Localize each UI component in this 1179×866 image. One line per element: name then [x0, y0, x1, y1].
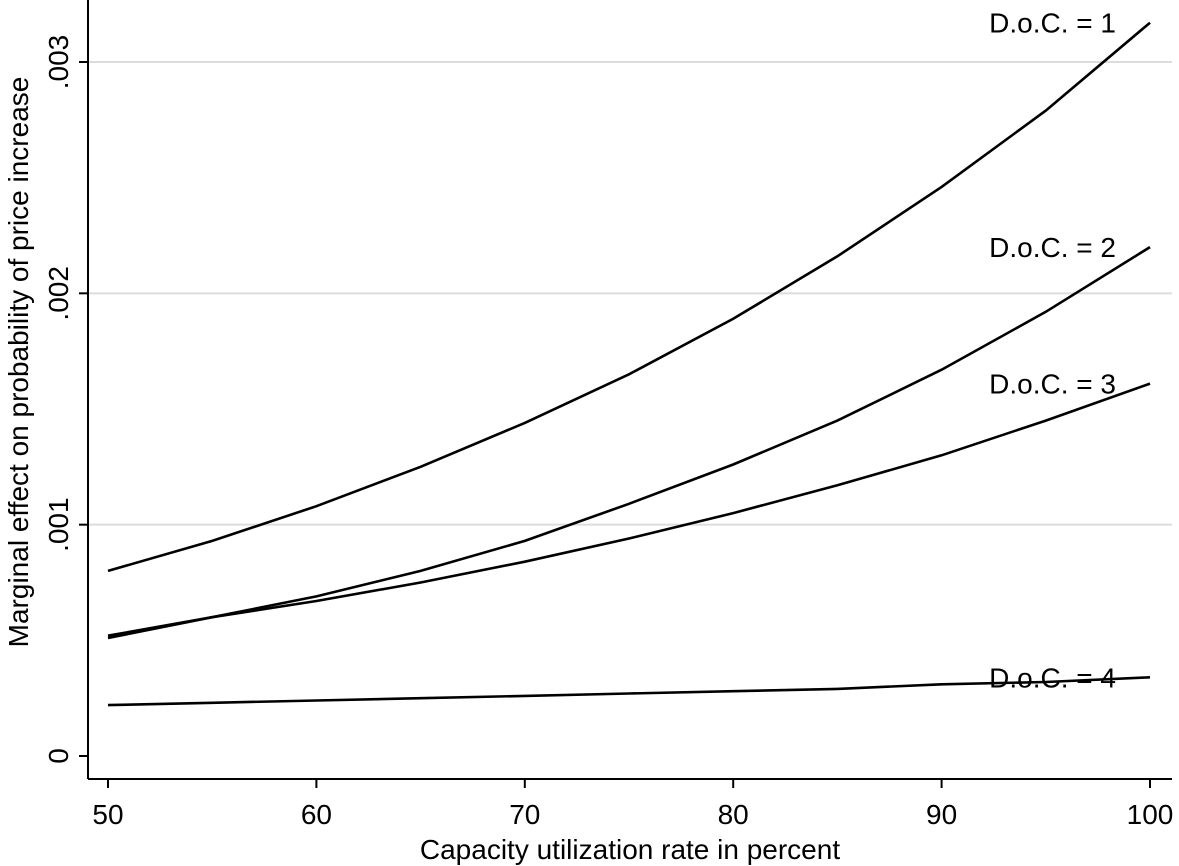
x-tick-label: 50 [92, 799, 123, 830]
x-ticks: 50 60 70 80 90 100 [92, 779, 1173, 830]
y-tick-label: 0 [43, 748, 74, 764]
series-lines [107, 21, 1151, 707]
gridlines [88, 61, 1172, 526]
series-label-4: D.o.C. = 4 [989, 662, 1116, 693]
x-tick-label: 70 [509, 799, 540, 830]
y-tick-label: .002 [43, 266, 74, 321]
y-axis-title: Marginal effect on probability of price … [3, 77, 34, 648]
y-tick-label: .003 [43, 35, 74, 90]
x-axis-title: Capacity utilization rate in percent [420, 834, 840, 865]
x-tick-label: 100 [1127, 799, 1174, 830]
x-tick-label: 60 [301, 799, 332, 830]
series-line-3 [107, 382, 1151, 640]
y-tick-label: .001 [43, 497, 74, 552]
series-labels: D.o.C. = 1 D.o.C. = 2 D.o.C. = 3 D.o.C. = 4 [989, 8, 1116, 694]
series-label-1: D.o.C. = 1 [989, 8, 1116, 39]
series-label-3: D.o.C. = 3 [989, 369, 1116, 400]
series-line-2 [107, 245, 1151, 637]
series-line-4 [107, 676, 1151, 707]
series-line-1 [107, 21, 1151, 573]
x-tick-label: 80 [718, 799, 749, 830]
axes [87, 0, 1172, 780]
series-label-2: D.o.C. = 2 [989, 232, 1116, 263]
x-tick-label: 90 [926, 799, 957, 830]
y-ticks: 0 .001 .002 .003 [43, 35, 88, 764]
